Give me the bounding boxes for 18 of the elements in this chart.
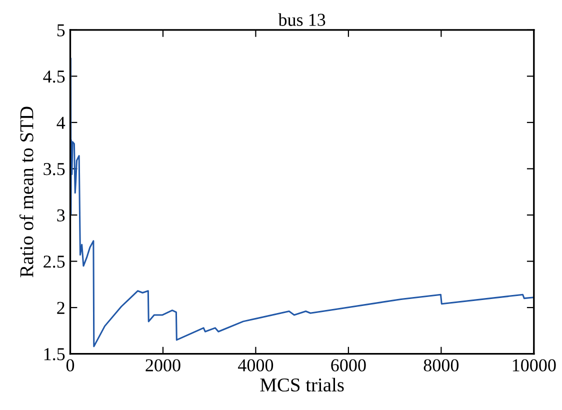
chart-title: bus 13	[278, 13, 326, 26]
x-tick-label: 4000	[238, 359, 274, 372]
x-tick-label: 10000	[512, 359, 556, 372]
x-tick-label: 6000	[331, 359, 366, 372]
y-tick-label: 2.5	[44, 256, 65, 268]
y-tick-label: 2	[57, 302, 64, 314]
y-axis-title: Ratio of mean to STD	[19, 106, 34, 278]
x-tick-label: 0	[66, 359, 74, 372]
y-tick-label: 4.5	[43, 70, 65, 83]
x-tick-label: 8000	[424, 359, 459, 372]
y-tick-label: 1.5	[44, 348, 65, 360]
y-tick-label: 3	[57, 209, 65, 222]
y-tick-label: 4	[56, 116, 66, 129]
line-series	[70, 58, 534, 348]
y-tick-label: 5	[57, 24, 65, 36]
x-tick-label: 2000	[146, 359, 180, 372]
y-tick-label: 3.5	[44, 163, 65, 176]
x-axis-title: MCS trials	[260, 378, 344, 392]
